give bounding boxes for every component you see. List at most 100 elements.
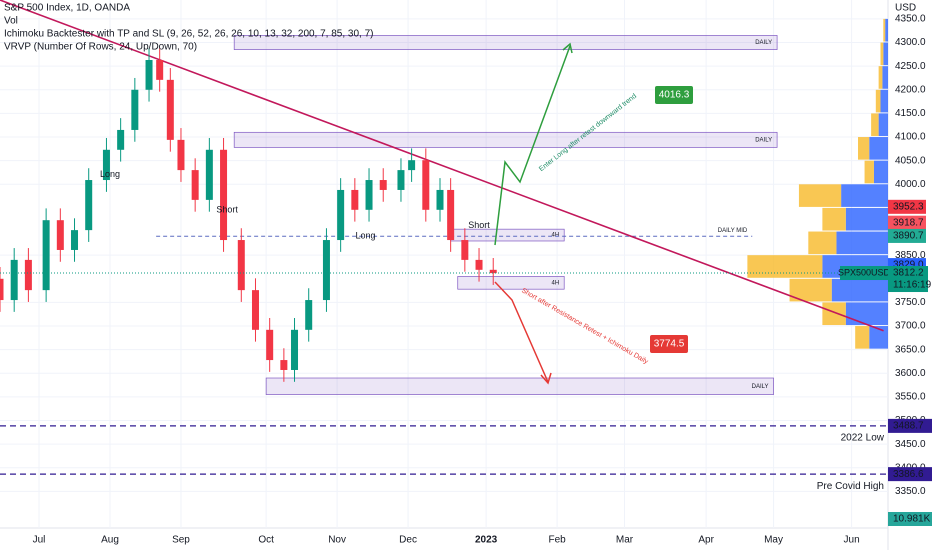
candle-body [408,160,416,171]
y-tick-label: 4250.0 [895,61,926,72]
zone-label: DAILY [755,40,772,46]
long-projection [494,45,571,246]
vrvp-up [831,278,888,302]
last-price: 3812.2 [893,268,924,279]
y-tick-label: 3650.0 [895,344,926,355]
target-up: 4016.3 [659,90,690,101]
zone [233,131,778,148]
candle-body [461,240,469,260]
vrvp-up [882,66,888,89]
candle-body [489,269,497,274]
vrvp-down [822,302,846,326]
x-tick-label: Dec [399,535,417,546]
vrvp-down [822,207,846,231]
mid-line-label: DAILY MID [718,228,748,234]
vrvp-up [878,113,888,137]
price-tag [888,199,926,214]
y-tick-label: 3850.0 [895,250,926,261]
last-price-tag [888,266,928,293]
zone-label: DAILY [755,137,772,143]
candle-body [251,290,259,330]
candle-body [379,180,387,190]
vrvp-down [875,89,881,113]
trendline [0,0,884,332]
candle-body [447,189,455,241]
x-tick-label: 2023 [475,535,498,546]
price-tag [888,215,926,230]
candle-body [166,79,174,140]
candle-body [102,149,110,181]
y-tick-label: 4100.0 [895,132,926,143]
x-tick-label: Feb [548,535,566,546]
currency: USD [895,3,916,14]
y-tick-label: 3600.0 [895,368,926,379]
candle-body [305,300,313,330]
price-tag-label: 3952.3 [893,201,924,212]
candle-body [365,180,373,210]
vrvp-down [864,160,874,184]
candle-body [24,259,32,291]
zone-label: 4H [552,280,560,286]
vrvp-down [871,113,879,137]
candle-body [177,139,185,171]
candle-body [117,129,125,150]
candle-body [156,60,164,80]
x-tick-label: May [764,535,783,546]
vrvp-up [873,160,888,184]
vrvp-up [883,42,888,66]
header-line: Ichimoku Backtester with TP and SL (9, 2… [4,29,374,40]
y-tick-label: 4300.0 [895,37,926,48]
price-tag-label: 3890.7 [893,231,924,242]
x-tick-label: Sep [172,535,190,546]
x-tick-label: Jul [33,535,46,546]
long-arrowhead [562,42,573,54]
level-tag [888,418,932,433]
y-tick-label: 4050.0 [895,155,926,166]
candle-body [220,149,228,241]
zone-label: DAILY [752,384,769,390]
vrvp-up [845,207,888,231]
price-tag-label: 3918.7 [893,217,924,228]
candle-body [351,189,359,210]
candle-body [436,189,444,210]
signal-label: Short [468,220,490,230]
y-tick-label: 4200.0 [895,84,926,95]
signal-label: Short [216,205,238,215]
vrvp-up [885,18,888,42]
y-tick-label: 4350.0 [895,14,926,25]
y-tick-label: 3350.0 [895,486,926,497]
vrvp-down [747,255,823,278]
header-line: VRVP (Number Of Rows, 24, Up/Down, 70) [4,42,197,53]
vrvp-down [855,326,870,349]
candle-body [205,149,213,200]
candle-body [337,189,345,241]
zone [457,276,565,290]
candle-body [237,240,245,291]
header-line: Vol [4,16,18,27]
candle-body [397,170,405,190]
volume-label: 10.981K [893,514,931,525]
y-tick-label: 3700.0 [895,321,926,332]
y-tick-label: 3450.0 [895,439,926,450]
zone-label: 4H [552,233,560,239]
candle-body [56,220,64,250]
header-title: S&P 500 Index, 1D, OANDA [4,3,130,14]
candle-body [266,329,274,361]
vrvp-down [858,137,870,160]
candle-body [280,360,288,370]
volume-tag [888,512,932,526]
candle-body [85,180,93,231]
level-name: Pre Covid High [817,481,884,492]
last-name-tag [840,266,888,281]
short-arrowhead [540,372,552,385]
last-name: SPX500USD [838,267,891,277]
candle-body [475,259,483,270]
zone [233,35,778,50]
candle-body [145,60,153,90]
candle-body [0,278,4,301]
vrvp-up [869,326,888,349]
candle-body [10,259,18,301]
signal-label: Long [100,169,120,179]
